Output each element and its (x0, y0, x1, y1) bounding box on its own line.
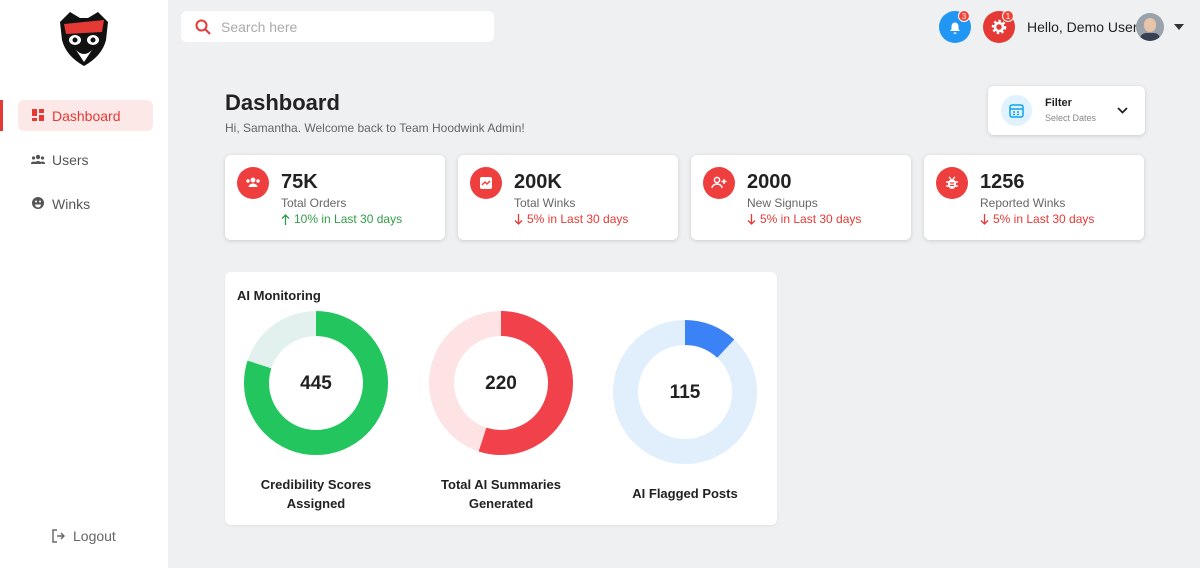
stat-change-text: 5% in Last 30 days (993, 212, 1095, 226)
nav-item[interactable]: Users (18, 144, 153, 175)
gear-icon (991, 19, 1007, 35)
logo (60, 12, 108, 66)
nav-label: Dashboard (52, 107, 121, 124)
trend-arrow (747, 213, 756, 225)
bell-icon (950, 22, 960, 34)
sidebar: Logout Dashboard Users Winks (0, 0, 168, 568)
trend-arrow (980, 213, 989, 225)
donut-label: Total AI Summaries Generated (441, 477, 561, 511)
stat-icon (470, 167, 502, 199)
nav-label: Winks (52, 195, 91, 212)
donut-value: 115 (670, 382, 701, 403)
stat-change-text: 5% in Last 30 days (527, 212, 629, 226)
logout-icon (52, 529, 65, 543)
page-subtitle: Hi, Samantha. Welcome back to Team Hoodw… (225, 121, 525, 135)
stat-value: 1256 (980, 171, 1025, 193)
date-filter[interactable]: Filter Select Dates (988, 86, 1145, 135)
donut-chart: 220 (429, 311, 573, 455)
stat-change: 5% in Last 30 days (980, 212, 1094, 226)
section-title: AI Monitoring (237, 288, 321, 303)
donut-arc (429, 311, 573, 455)
logout[interactable]: Logout (51, 528, 116, 544)
stat-card: 75K Total Orders 10% in Last 30 days (225, 155, 445, 240)
stat-value: 75K (281, 171, 318, 193)
stat-change: 5% in Last 30 days (514, 212, 628, 226)
donut-chart: 115 (613, 320, 757, 464)
stat-icon-glyph (946, 176, 958, 189)
stat-value: 2000 (747, 171, 792, 193)
user-menu-caret[interactable] (1174, 24, 1184, 30)
stat-card: 1256 Reported Winks 5% in Last 30 days (924, 155, 1144, 240)
avatar[interactable] (1136, 13, 1164, 41)
nav-item[interactable]: Dashboard (18, 100, 153, 131)
trend-arrow (514, 213, 523, 225)
stat-change-text: 10% in Last 30 days (294, 212, 403, 226)
search-placeholder: Search here (221, 18, 298, 35)
donut-chart: 445 (244, 311, 388, 455)
search-icon (195, 19, 211, 35)
nav-label: Users (52, 151, 89, 168)
stat-change: 10% in Last 30 days (281, 212, 402, 226)
settings-badge: 1 (1002, 10, 1014, 22)
stat-icon (703, 167, 735, 199)
stat-icon-glyph (480, 177, 492, 189)
stat-icon-glyph (246, 177, 260, 187)
calendar-icon (1001, 95, 1032, 126)
active-indicator (0, 100, 3, 131)
filter-hint: Select Dates (1045, 113, 1097, 123)
stat-label: New Signups (747, 196, 818, 210)
logout-label: Logout (73, 528, 116, 544)
donut-arc (613, 320, 757, 464)
filter-label: Filter (1045, 97, 1072, 109)
stat-icon (936, 167, 968, 199)
donut-value: 445 (300, 373, 332, 394)
greeting: Hello, Demo User (1027, 19, 1138, 35)
donut-label: Credibility Scores Assigned (260, 477, 372, 511)
stat-change: 5% in Last 30 days (747, 212, 861, 226)
donut-arc (244, 311, 388, 455)
page-title: Dashboard (225, 90, 340, 115)
stat-icon (237, 167, 269, 199)
stat-card: 2000 New Signups 5% in Last 30 days (691, 155, 911, 240)
nav-icon (31, 154, 45, 164)
stat-label: Total Orders (281, 196, 347, 210)
stat-label: Total Winks (514, 196, 576, 210)
notifications-button[interactable]: 3 (939, 10, 971, 43)
stat-change-text: 5% in Last 30 days (760, 212, 862, 226)
stat-card: 200K Total Winks 5% in Last 30 days (458, 155, 678, 240)
donut-label: AI Flagged Posts (632, 486, 738, 501)
search-box[interactable]: Search here (181, 11, 494, 42)
stat-icon-glyph (711, 176, 727, 189)
ai-monitoring-card: AI Monitoring 445 Credibility Scores Assi… (225, 272, 777, 525)
trend-arrow (281, 213, 290, 225)
notification-badge: 3 (958, 10, 970, 22)
filter-caret (1117, 107, 1128, 114)
donut-value: 220 (485, 373, 517, 394)
nav-icon (32, 197, 44, 209)
stat-value: 200K (514, 171, 562, 193)
nav-item[interactable]: Winks (18, 188, 153, 219)
nav-icon (32, 109, 44, 121)
stat-label: Reported Winks (980, 196, 1066, 210)
settings-button[interactable]: 1 (983, 10, 1015, 43)
